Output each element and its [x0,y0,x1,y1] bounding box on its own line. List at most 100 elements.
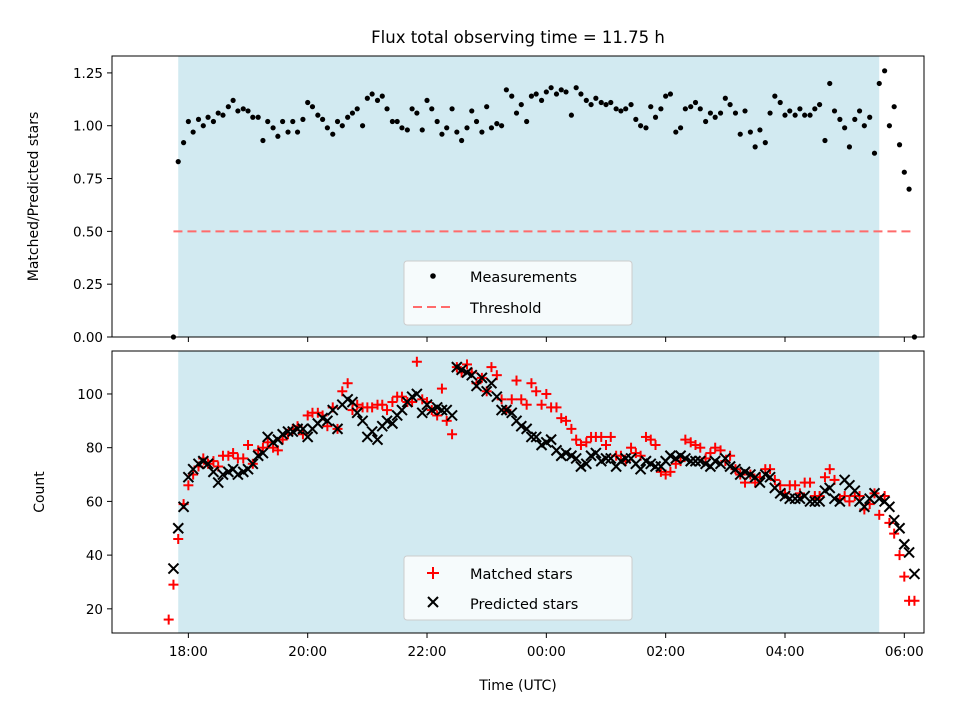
measurement-point [315,112,321,118]
legend-marker-predicted [427,596,439,608]
measurement-point [503,87,509,93]
bottom-y-tick-label: 80 [86,441,103,457]
predicted-star-point [346,396,359,408]
matched-star-point [277,434,288,445]
matched-star-point [461,359,472,370]
predicted-star-point [416,407,428,419]
measurement-point [553,91,560,97]
top-legend-box [403,260,633,326]
measurement-point [703,118,709,125]
measurement-point [886,123,892,129]
matched-star-point [531,386,542,397]
measurement-point [663,93,669,99]
matched-star-point [387,397,398,408]
measurement-point [334,118,341,125]
matched-star-point [844,496,855,507]
measurement-point [175,159,181,165]
matched-star-point [163,614,174,625]
predicted-star-point [545,433,557,446]
measurement-point [180,140,187,146]
predicted-star-point [883,501,896,513]
matched-star-point [521,399,532,410]
matched-star-point [262,437,273,448]
measurement-point [727,101,733,108]
measurement-point [797,106,803,112]
measurement-point [195,116,202,122]
measurement-point [384,106,390,112]
measurement-point [852,116,858,122]
matched-star-point [436,383,447,394]
matched-star-point [605,431,616,442]
predicted-star-point [396,404,408,416]
matched-star-point [516,394,527,405]
matched-star-point [581,437,592,448]
x-tick-label: 02:00 [646,644,685,660]
measurement-point [185,118,191,125]
measurement-point [812,106,818,112]
matched-star-point [173,534,184,544]
predicted-star-point [446,409,458,422]
predicted-star-point [719,452,732,465]
matched-star-point [511,375,522,386]
measurement-point [618,108,624,114]
measurement-point [558,87,564,93]
matched-star-point [680,434,691,445]
matched-star-point [396,391,407,402]
matched-star-point [566,423,577,434]
x-tick-label: 20:00 [288,644,327,660]
measurement-point [389,118,396,125]
measurement-point [613,106,619,112]
measurement-point [588,101,594,108]
matched-star-point [824,464,835,475]
matched-star-point [575,440,586,450]
predicted-star-point [506,407,518,419]
matched-star-point [596,431,607,442]
measurement-point [882,68,888,74]
matched-star-point [561,415,572,426]
predicted-star-point [908,568,921,580]
predicted-star-point [182,471,195,483]
top-y-tick-label: 0.25 [73,277,103,293]
matched-star-point [805,477,816,488]
measurement-point [494,121,500,127]
predicted-star-point [297,423,309,435]
measurement-point [424,97,430,103]
measurement-point [419,127,425,133]
top-y-axis: 0.00 0.25 0.50 0.75 1.00 1.25 [73,66,112,346]
predicted-star-point [893,522,906,534]
measurement-point [449,106,455,112]
predicted-star-point [371,433,384,446]
matched-star-point [441,415,452,426]
top-y-tick-label: 0.00 [73,330,103,346]
legend-marker-matched [427,567,439,579]
predicted-star-point [634,463,647,475]
measurement-point [578,91,584,97]
matched-star-point [571,434,582,445]
measurement-point [240,106,246,112]
measurement-point [528,93,535,99]
bottom-legend: Matched stars Predicted stars [403,555,633,621]
predicted-star-point [411,388,423,400]
measurement-point [563,89,569,95]
predicted-star-point [813,495,826,508]
matched-star-point [874,509,885,520]
measurement-point [842,125,848,131]
matched-star-point [626,442,637,453]
top-y-axis-label: Matched/Predicted stars [26,112,42,282]
x-tick-label: 06:00 [885,644,924,660]
measurement-point [906,186,912,192]
measurement-point [210,118,217,125]
measurement-point [831,108,838,114]
bottom-x-axis: 18:00 20:00 22:00 00:00 02:00 04:00 06:00 [169,633,924,660]
predicted-star-point [600,452,612,465]
chart-title: Flux total observing time = 11.75 h [371,28,665,47]
predicted-star-point [480,385,493,397]
measurement-point [777,99,783,106]
matched-star-point [819,472,830,483]
measurement-point [782,112,788,118]
measurement-point [215,110,221,116]
measurement-point [658,106,664,112]
predicted-star-point [476,372,488,384]
measurement-point [270,125,276,131]
predicted-star-point [530,431,542,443]
